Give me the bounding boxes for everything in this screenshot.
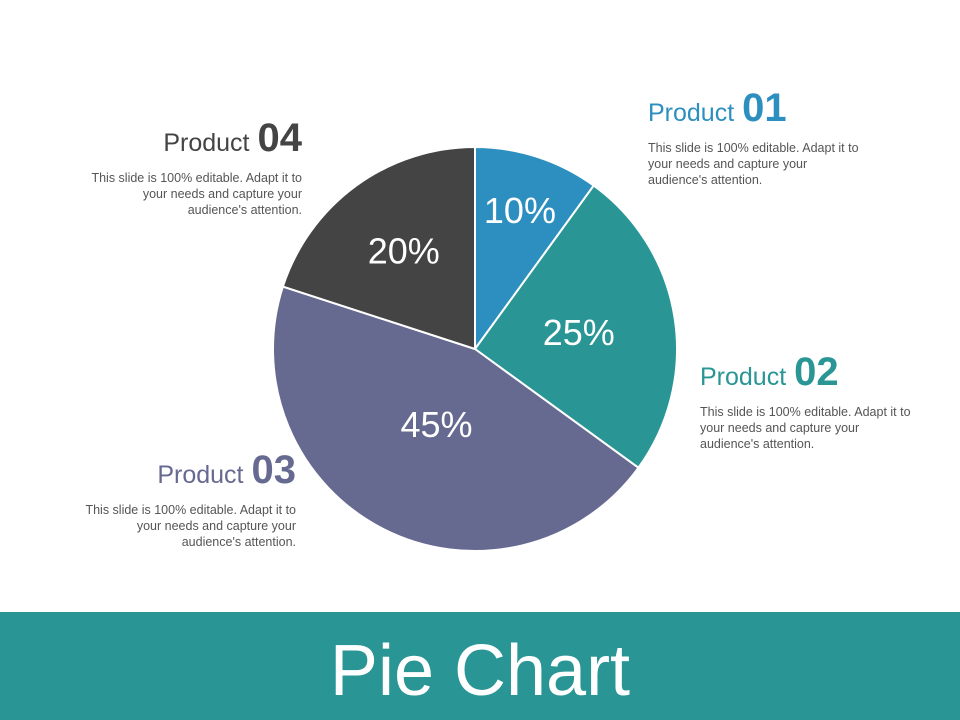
- pie-slice-p4: [281, 145, 476, 351]
- pie-slice-label-p4: 20%: [368, 230, 440, 271]
- pie-slice-p3: [272, 285, 640, 552]
- legend-description: This slide is 100% editable. Adapt it to…: [700, 405, 911, 451]
- legend-description: This slide is 100% editable. Adapt it to…: [648, 141, 859, 187]
- legend-word: Product: [163, 129, 250, 157]
- legend-word: Product: [157, 461, 244, 489]
- legend-word: Product: [648, 99, 735, 127]
- legend-product-04: Product 04 This slide is 100% editable. A…: [82, 118, 302, 218]
- legend-number: 04: [257, 116, 303, 160]
- legend-number: 02: [794, 350, 839, 394]
- pie-slice-label-p2: 25%: [543, 312, 615, 353]
- legend-number: 03: [251, 448, 297, 492]
- legend-word: Product: [700, 363, 787, 391]
- pie-slice-p1: [474, 145, 596, 353]
- legend-title: Product 03: [76, 450, 296, 490]
- legend-product-01: Product 01 This slide is 100% editable. A…: [648, 88, 868, 188]
- legend-product-03: Product 03 This slide is 100% editable. A…: [76, 450, 296, 550]
- legend-number: 01: [742, 86, 787, 130]
- legend-description: This slide is 100% editable. Adapt it to…: [85, 503, 296, 549]
- pie-slice-p2: [473, 184, 678, 470]
- pie-slice-label-p3: 45%: [400, 404, 472, 445]
- legend-product-02: Product 02 This slide is 100% editable. A…: [700, 352, 920, 452]
- footer-title: Pie Chart: [329, 631, 631, 711]
- legend-title: Product 04: [82, 118, 302, 158]
- pie-slice-label-p1: 10%: [484, 190, 556, 231]
- legend-description: This slide is 100% editable. Adapt it to…: [91, 171, 302, 217]
- legend-title: Product 01: [648, 88, 868, 128]
- footer-banner: Pie Chart: [0, 612, 960, 720]
- legend-title: Product 02: [700, 352, 920, 392]
- pie-chart: 10% 25% 45% 20%: [272, 145, 678, 552]
